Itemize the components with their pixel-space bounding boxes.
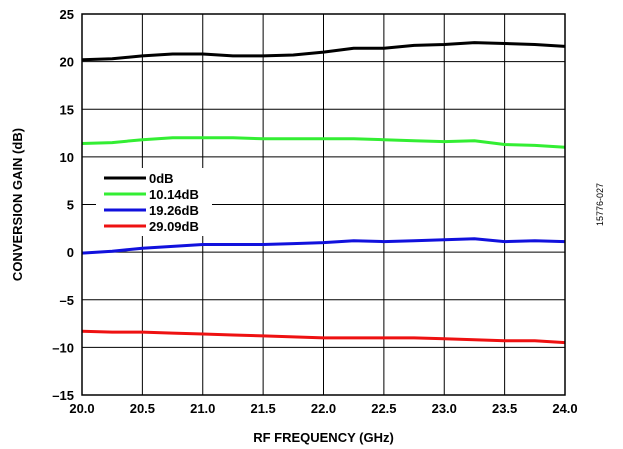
y-tick-label: 15	[60, 102, 74, 117]
legend-label: 29.09dB	[149, 219, 199, 234]
x-tick-label: 20.5	[130, 401, 155, 416]
x-tick-label: 23.0	[432, 401, 457, 416]
y-tick-label: –5	[60, 293, 74, 308]
y-tick-label: 0	[67, 245, 74, 260]
x-tick-labels: 20.0 20.5 21.0 21.5 22.0 22.5 23.0 23.5 24.0	[69, 401, 577, 416]
series-line	[81, 41, 566, 62]
x-tick-label: 22.0	[311, 401, 336, 416]
y-tick-label: 5	[67, 198, 74, 213]
series-lines	[81, 41, 566, 345]
legend-label: 19.26dB	[149, 203, 199, 218]
figure-id: 15776-027	[595, 183, 605, 226]
y-tick-label: 20	[60, 55, 74, 70]
x-axis-label: RF FREQUENCY (GHz)	[253, 430, 394, 445]
x-tick-label: 24.0	[552, 401, 577, 416]
x-tick-label: 23.5	[492, 401, 517, 416]
x-tick-label: 20.0	[69, 401, 94, 416]
y-tick-label: –10	[52, 340, 74, 355]
y-tick-label: –15	[52, 388, 74, 403]
plot-frame	[81, 13, 566, 396]
x-tick-label: 21.5	[250, 401, 275, 416]
y-tick-label: 25	[60, 7, 74, 22]
legend-label: 0dB	[149, 171, 174, 186]
series-line	[81, 329, 566, 345]
y-tick-labels: –15 –10 –5 0 5 10 15 20 25	[52, 7, 74, 403]
y-tick-label: 10	[60, 150, 74, 165]
legend-label: 10.14dB	[149, 187, 199, 202]
y-axis-label: CONVERSION GAIN (dB)	[10, 128, 25, 281]
x-tick-label: 21.0	[190, 401, 215, 416]
series-line	[81, 136, 566, 149]
x-tick-label: 22.5	[371, 401, 396, 416]
series-line	[81, 237, 566, 255]
